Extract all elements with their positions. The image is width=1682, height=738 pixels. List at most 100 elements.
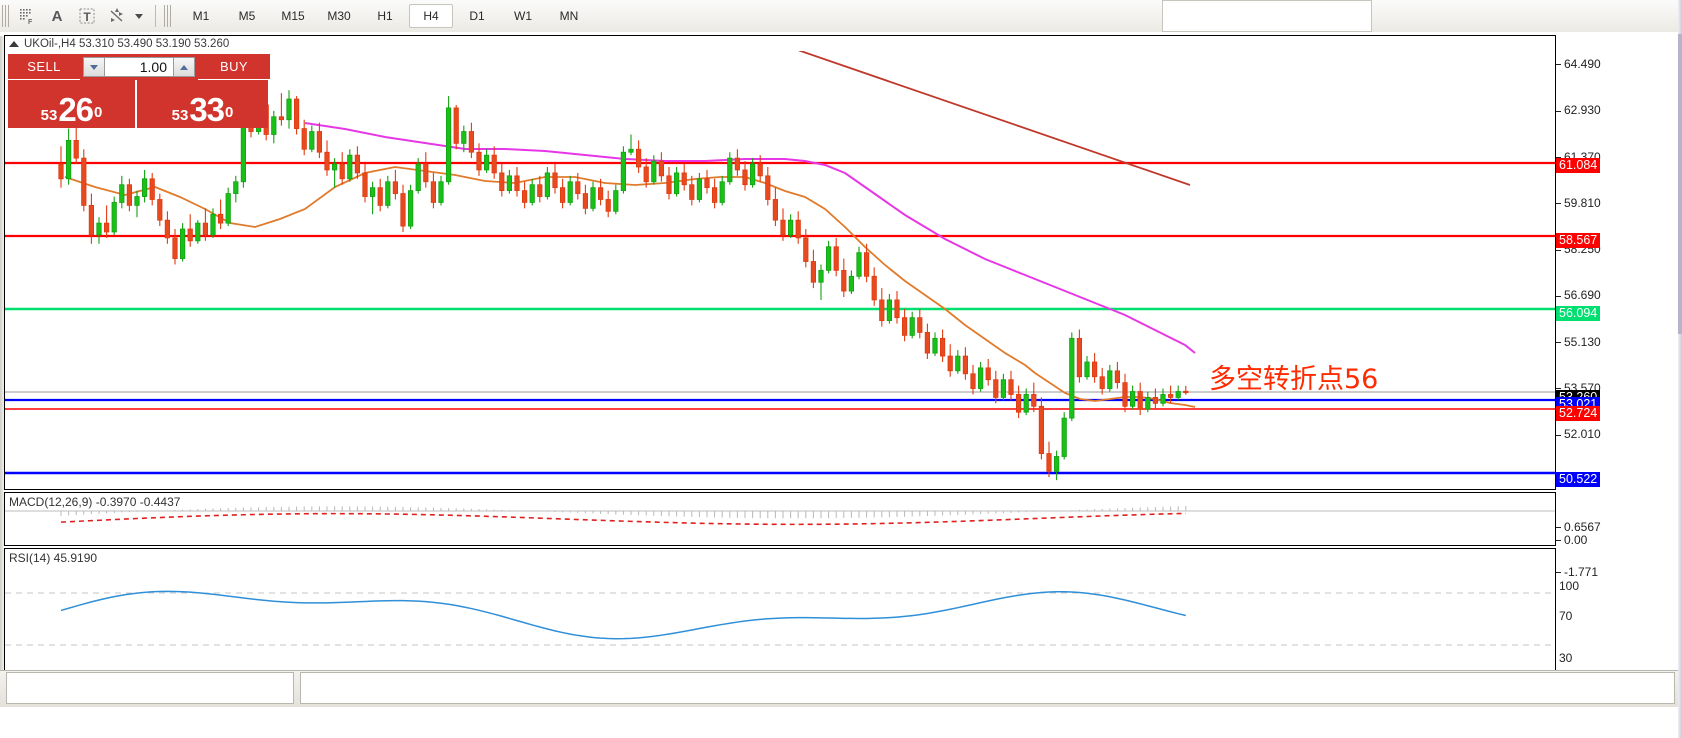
volume-input[interactable]: 1.00 xyxy=(105,57,173,77)
volume-stepper: 1.00 xyxy=(80,54,198,80)
candle-body xyxy=(377,187,383,206)
rsi-tick-30: 30 xyxy=(1559,651,1573,665)
candle-body xyxy=(734,157,741,171)
crosshair-f-icon[interactable]: F xyxy=(14,3,40,29)
buy-button[interactable]: 53 33 0 xyxy=(137,80,268,128)
candle-body xyxy=(483,154,490,171)
price-tick-56.690: 56.690 xyxy=(1556,289,1601,301)
rsi-line xyxy=(60,590,1186,640)
candle-body xyxy=(88,204,94,236)
macd-svg xyxy=(5,506,1555,526)
candle-body xyxy=(1069,337,1075,419)
candle-body xyxy=(924,332,931,354)
sell-price-fraction: 0 xyxy=(94,104,103,121)
candle-body xyxy=(1137,391,1143,410)
candle-body xyxy=(1046,453,1052,472)
timeframe-w1[interactable]: W1 xyxy=(514,9,532,23)
window-scrollbar[interactable] xyxy=(1678,0,1682,738)
candle-body xyxy=(864,252,870,277)
candle-body xyxy=(909,317,915,336)
candle-body xyxy=(1130,391,1136,407)
candle-body xyxy=(605,199,611,212)
candle-body xyxy=(149,178,155,200)
candle-body xyxy=(1160,394,1166,404)
one-click-trading-panel[interactable]: SELL 1.00 BUY 53 26 0 53 33 0 xyxy=(8,54,270,128)
candle-body xyxy=(750,163,756,186)
candle-body xyxy=(233,181,239,194)
symbol-info-bar: UKOil-,H4 53.310 53.490 53.190 53.260 xyxy=(4,35,1556,51)
candle-body xyxy=(81,157,87,206)
candle-body xyxy=(1099,376,1105,389)
candle-body xyxy=(810,261,817,283)
timeframe-h4[interactable]: H4 xyxy=(409,4,453,28)
candle-body xyxy=(491,154,497,174)
candle-body xyxy=(1061,417,1067,457)
toolbar-divider xyxy=(155,5,156,27)
ma-magenta-line xyxy=(304,122,1196,354)
candle-body xyxy=(643,166,649,183)
collapse-triangle-icon[interactable] xyxy=(9,40,19,47)
price-scale[interactable]: 64.490 62.930 61.370 59.810 58.250 56.690 55.1… xyxy=(1556,36,1678,678)
candle-body xyxy=(316,131,323,153)
buy-label[interactable]: BUY xyxy=(198,54,270,80)
left-scroll-gutter[interactable] xyxy=(0,36,4,678)
candle-body xyxy=(620,151,627,192)
objects-dropdown-caret-icon[interactable] xyxy=(135,13,143,19)
candle-body xyxy=(354,154,361,174)
candle-body xyxy=(1183,390,1189,394)
bottom-panel-left[interactable] xyxy=(6,672,294,704)
candle-body xyxy=(278,116,285,121)
candle-body xyxy=(134,196,140,206)
text-label-t-icon[interactable]: T xyxy=(74,3,100,29)
macd-tick-0.6567: 0.6567 xyxy=(1556,521,1601,533)
rsi-tick-100: 100 xyxy=(1559,579,1580,593)
timeframe-h1[interactable]: H1 xyxy=(377,9,393,23)
candle-body xyxy=(537,184,543,197)
price-tick-64.490: 64.490 xyxy=(1556,58,1601,70)
candle-body xyxy=(894,299,900,319)
macd-panel[interactable]: MACD(12,26,9) -0.3970 -0.4437 xyxy=(4,492,1556,546)
rsi-panel[interactable]: RSI(14) 45.9190 xyxy=(4,548,1556,678)
timeframe-m15[interactable]: M15 xyxy=(281,9,305,23)
candle-body xyxy=(636,148,642,168)
candle-body xyxy=(293,98,300,129)
sell-label[interactable]: SELL xyxy=(8,54,80,80)
candle-body xyxy=(187,228,193,242)
buy-price-fraction: 0 xyxy=(225,104,234,121)
candle-body xyxy=(347,154,353,180)
candle-body xyxy=(172,237,178,259)
candle-body xyxy=(522,190,528,203)
candle-body xyxy=(962,355,969,375)
candle-body xyxy=(1054,456,1060,472)
timeframe-m1[interactable]: M1 xyxy=(192,9,210,23)
timeframe-m30[interactable]: M30 xyxy=(327,9,351,23)
candle-body xyxy=(499,172,505,192)
candle-body xyxy=(757,163,763,177)
window-scrollbar-thumb[interactable] xyxy=(1678,34,1682,334)
sell-button[interactable]: 53 26 0 xyxy=(8,80,137,128)
volume-decrease-button[interactable] xyxy=(83,57,105,77)
candle-body xyxy=(1122,382,1128,407)
timeframe-d1[interactable]: D1 xyxy=(469,9,485,23)
objects-list-icon[interactable] xyxy=(104,3,130,29)
macd-title: MACD(12,26,9) -0.3970 -0.4437 xyxy=(9,495,181,509)
candle-body xyxy=(651,160,657,183)
price-badge-50.522: 50.522 xyxy=(1556,471,1601,487)
toolbar-grip[interactable] xyxy=(2,5,10,27)
bottom-panel-right[interactable] xyxy=(300,672,1675,704)
candle-body xyxy=(309,131,315,150)
toolbar-right-input-box[interactable] xyxy=(1162,0,1372,32)
volume-increase-button[interactable] xyxy=(173,57,195,77)
timeframe-m5[interactable]: M5 xyxy=(238,9,256,23)
timeframe-mn[interactable]: MN xyxy=(559,9,579,23)
candle-body xyxy=(628,148,634,153)
candle-body xyxy=(590,187,596,209)
candle-body xyxy=(917,317,923,333)
price-badge-52.724: 52.724 xyxy=(1556,406,1601,422)
candle-body xyxy=(826,246,832,271)
candle-body xyxy=(286,98,292,121)
timeframe-grip[interactable] xyxy=(164,5,172,27)
text-a-icon[interactable]: A xyxy=(51,7,63,25)
candle-body xyxy=(164,219,170,239)
svg-text:T: T xyxy=(83,10,91,24)
